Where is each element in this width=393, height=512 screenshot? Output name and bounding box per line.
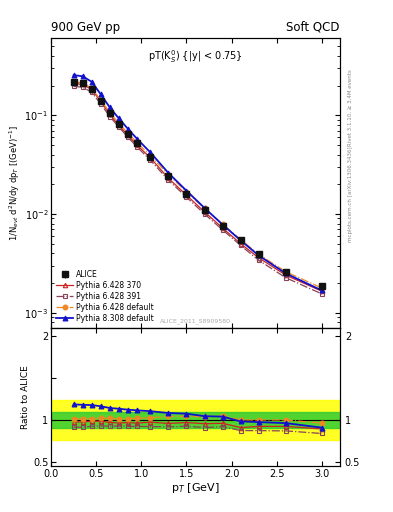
Pythia 6.428 default: [238, 237, 243, 243]
Pythia 6.428 391: [202, 211, 207, 217]
Line: Pythia 6.428 370: Pythia 6.428 370: [72, 81, 324, 293]
X-axis label: p$_T$ [GeV]: p$_T$ [GeV]: [171, 481, 220, 496]
Pythia 6.428 default: [184, 189, 189, 195]
Pythia 6.428 370: [125, 132, 130, 138]
Pythia 6.428 391: [166, 177, 171, 183]
Pythia 8.308 default: [220, 222, 225, 228]
Pythia 6.428 default: [220, 221, 225, 227]
Pythia 6.428 370: [238, 241, 243, 247]
Line: Pythia 6.428 391: Pythia 6.428 391: [72, 84, 324, 296]
Pythia 6.428 391: [98, 101, 103, 107]
Y-axis label: 1/N$_{evt}$ d$^2$N/dy dp$_T$ [(GeV)$^{-1}$]: 1/N$_{evt}$ d$^2$N/dy dp$_T$ [(GeV)$^{-1…: [7, 125, 22, 241]
Pythia 8.308 default: [89, 79, 94, 85]
Pythia 8.308 default: [148, 150, 153, 156]
Pythia 6.428 391: [283, 274, 288, 281]
Pythia 6.428 default: [166, 172, 171, 178]
Bar: [51, 400, 340, 440]
Line: Pythia 6.428 default: Pythia 6.428 default: [71, 79, 324, 290]
Pythia 6.428 default: [148, 153, 153, 159]
Pythia 8.308 default: [256, 252, 261, 259]
Pythia 6.428 370: [184, 192, 189, 198]
Pythia 6.428 391: [220, 227, 225, 233]
Pythia 6.428 370: [107, 111, 112, 117]
Pythia 6.428 370: [89, 87, 94, 93]
Pythia 6.428 391: [125, 134, 130, 140]
Pythia 8.308 default: [71, 72, 76, 78]
Pythia 6.428 391: [320, 291, 324, 297]
Pythia 6.428 370: [256, 254, 261, 261]
Text: pT(K$^0_S$) {|y| < 0.75}: pT(K$^0_S$) {|y| < 0.75}: [148, 49, 243, 66]
Pythia 8.308 default: [184, 187, 189, 194]
Pythia 6.428 370: [71, 80, 76, 87]
Pythia 6.428 370: [166, 175, 171, 181]
Pythia 6.428 default: [125, 130, 130, 136]
Pythia 6.428 default: [202, 205, 207, 211]
Pythia 6.428 default: [71, 79, 76, 85]
Pythia 6.428 default: [80, 80, 85, 86]
Pythia 8.308 default: [134, 136, 139, 142]
Pythia 8.308 default: [320, 287, 324, 293]
Pythia 6.428 default: [116, 120, 121, 126]
Pythia 6.428 370: [283, 272, 288, 278]
Pythia 6.428 370: [134, 142, 139, 148]
Pythia 8.308 default: [166, 170, 171, 176]
Pythia 6.428 default: [256, 251, 261, 258]
Pythia 6.428 370: [148, 155, 153, 161]
Pythia 8.308 default: [238, 238, 243, 244]
Bar: [51, 412, 340, 429]
Pythia 6.428 391: [116, 124, 121, 130]
Pythia 6.428 370: [116, 122, 121, 129]
Pythia 6.428 370: [220, 225, 225, 231]
Pythia 8.308 default: [202, 205, 207, 211]
Text: mcplots.cern.ch [arXiv:1306.3436]: mcplots.cern.ch [arXiv:1306.3436]: [348, 147, 353, 242]
Pythia 6.428 370: [80, 81, 85, 88]
Text: 900 GeV pp: 900 GeV pp: [51, 20, 120, 34]
Pythia 6.428 default: [320, 285, 324, 291]
Text: Rivet 3.1.10, ≥ 3.4M events: Rivet 3.1.10, ≥ 3.4M events: [348, 69, 353, 146]
Pythia 8.308 default: [98, 91, 103, 97]
Pythia 6.428 391: [256, 257, 261, 263]
Text: ALICE_2011_S8909580: ALICE_2011_S8909580: [160, 318, 231, 324]
Pythia 6.428 391: [134, 144, 139, 150]
Pythia 6.428 391: [107, 114, 112, 120]
Y-axis label: Ratio to ALICE: Ratio to ALICE: [21, 365, 30, 429]
Pythia 6.428 391: [80, 84, 85, 90]
Pythia 8.308 default: [107, 104, 112, 111]
Pythia 6.428 default: [98, 97, 103, 103]
Pythia 6.428 default: [283, 269, 288, 275]
Pythia 8.308 default: [283, 270, 288, 276]
Pythia 8.308 default: [80, 73, 85, 79]
Pythia 6.428 391: [238, 242, 243, 248]
Pythia 8.308 default: [116, 115, 121, 121]
Pythia 6.428 default: [107, 109, 112, 115]
Pythia 6.428 370: [98, 98, 103, 104]
Pythia 6.428 default: [89, 85, 94, 91]
Line: Pythia 8.308 default: Pythia 8.308 default: [71, 73, 324, 293]
Pythia 6.428 391: [184, 194, 189, 200]
Pythia 6.428 370: [202, 209, 207, 215]
Pythia 6.428 391: [89, 89, 94, 95]
Legend: ALICE, Pythia 6.428 370, Pythia 6.428 391, Pythia 6.428 default, Pythia 8.308 de: ALICE, Pythia 6.428 370, Pythia 6.428 39…: [55, 268, 156, 324]
Pythia 8.308 default: [125, 125, 130, 132]
Pythia 6.428 391: [71, 83, 76, 90]
Pythia 6.428 370: [320, 288, 324, 294]
Pythia 6.428 391: [148, 157, 153, 163]
Pythia 6.428 default: [134, 139, 139, 145]
Text: Soft QCD: Soft QCD: [286, 20, 340, 34]
